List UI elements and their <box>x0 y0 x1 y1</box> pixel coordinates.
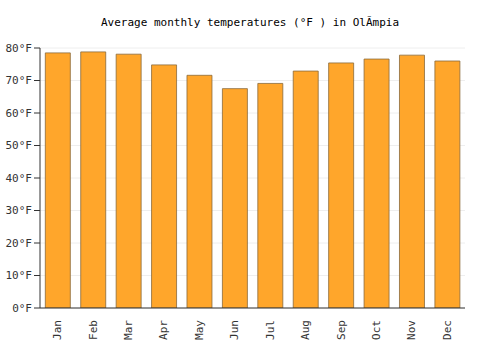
svg-text:10°F: 10°F <box>8 269 32 282</box>
svg-text:70°F: 70°F <box>8 74 32 87</box>
svg-text:40°F: 40°F <box>8 172 32 185</box>
svg-text:20°F: 20°F <box>8 237 32 250</box>
svg-text:Oct: Oct <box>370 320 383 340</box>
svg-text:50°F: 50°F <box>8 139 32 152</box>
svg-text:80°F: 80°F <box>8 42 32 55</box>
svg-text:Mar: Mar <box>122 320 135 340</box>
svg-text:Apr: Apr <box>157 320 170 340</box>
svg-text:30°F: 30°F <box>8 204 32 217</box>
svg-text:Nov: Nov <box>405 320 418 340</box>
svg-text:Jan: Jan <box>51 320 64 340</box>
html-text:Average monthly temperatures (: Average monthly temperatures (°F ) in Ol… <box>101 16 399 29</box>
svg-text:60°F: 60°F <box>8 107 32 120</box>
svg-text:Aug: Aug <box>299 320 312 340</box>
svg-text:Feb: Feb <box>87 320 100 340</box>
svg-text:Sep: Sep <box>335 320 348 340</box>
svg-text:Dec: Dec <box>441 320 454 340</box>
svg-text:Jun: Jun <box>228 320 241 340</box>
svg-text:May: May <box>193 320 206 340</box>
svg-text:0°F: 0°F <box>12 302 32 315</box>
svg-text:Jul: Jul <box>264 320 277 340</box>
